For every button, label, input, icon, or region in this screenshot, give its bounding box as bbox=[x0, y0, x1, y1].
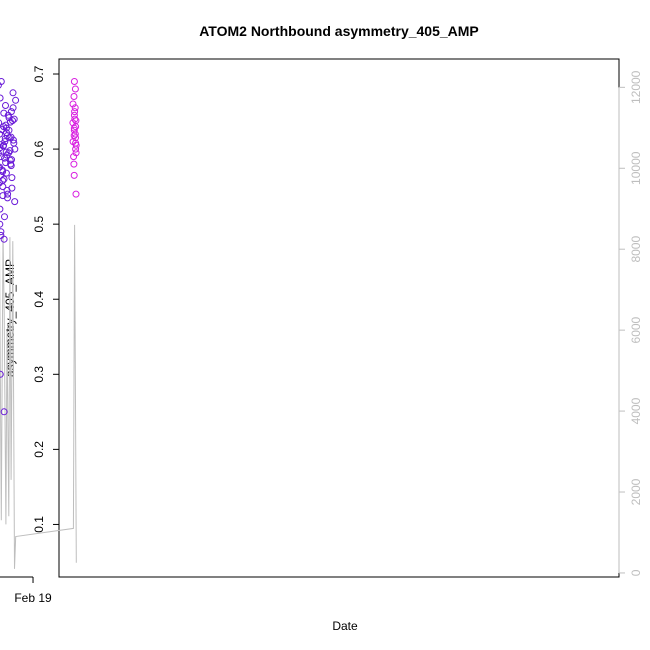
data-point bbox=[1, 135, 9, 143]
data-point bbox=[72, 139, 80, 147]
points-layer bbox=[0, 78, 80, 416]
y-tick-label: 0.6 bbox=[32, 140, 46, 157]
y2-tick-label: 10000 bbox=[629, 151, 643, 185]
data-point bbox=[10, 139, 18, 147]
data-point bbox=[72, 190, 80, 198]
data-point bbox=[70, 132, 78, 140]
y2-tick-label: 0 bbox=[629, 569, 643, 576]
y2-tick-label: 2000 bbox=[629, 478, 643, 505]
plot-frame bbox=[58, 58, 620, 578]
data-point bbox=[71, 85, 79, 93]
y2-tick-label: 4000 bbox=[629, 397, 643, 424]
data-point bbox=[71, 115, 79, 123]
data-point bbox=[0, 408, 8, 416]
data-point bbox=[5, 114, 13, 122]
secondary-series-layer bbox=[0, 224, 77, 569]
y-tick-label: 0.4 bbox=[32, 291, 46, 308]
data-point bbox=[2, 148, 10, 156]
data-point bbox=[3, 151, 11, 159]
data-point bbox=[0, 130, 3, 138]
y2-tick-label: 12000 bbox=[629, 70, 643, 104]
data-point bbox=[70, 160, 78, 168]
data-point bbox=[12, 96, 20, 104]
data-point bbox=[2, 159, 10, 167]
data-point bbox=[0, 164, 3, 172]
data-point bbox=[6, 118, 14, 126]
data-point bbox=[0, 142, 7, 150]
data-point bbox=[71, 108, 79, 116]
axes-layer: Feb 11Feb 13Feb 15Feb 17Feb 190.10.20.30… bbox=[0, 65, 643, 605]
data-point bbox=[1, 213, 8, 221]
y-tick-label: 0.2 bbox=[32, 441, 46, 458]
data-point bbox=[0, 220, 4, 228]
data-point bbox=[70, 124, 78, 132]
data-point bbox=[0, 192, 7, 200]
data-point bbox=[0, 94, 4, 102]
data-point bbox=[0, 205, 4, 213]
data-point bbox=[8, 174, 16, 182]
x-tick-label: Feb 19 bbox=[14, 591, 52, 605]
y-tick-label: 0.7 bbox=[32, 65, 46, 82]
data-point bbox=[11, 198, 19, 206]
data-point bbox=[69, 100, 77, 108]
data-point bbox=[0, 177, 7, 185]
y-tick-label: 0.1 bbox=[32, 516, 46, 533]
data-point bbox=[72, 117, 80, 125]
data-point bbox=[70, 153, 78, 161]
y-tick-label: 0.3 bbox=[32, 366, 46, 383]
data-point bbox=[0, 82, 2, 89]
data-point bbox=[0, 126, 6, 134]
data-point bbox=[71, 104, 79, 112]
chart-title: ATOM2 Northbound asymmetry_405_AMP bbox=[199, 23, 479, 39]
secondary-series-line bbox=[0, 224, 77, 569]
data-point bbox=[8, 184, 16, 192]
data-point bbox=[70, 93, 78, 100]
data-point bbox=[0, 109, 8, 117]
data-point bbox=[70, 171, 78, 179]
data-point bbox=[0, 370, 4, 378]
data-point bbox=[70, 126, 78, 134]
data-point bbox=[2, 169, 10, 177]
data-point bbox=[0, 150, 2, 157]
data-point bbox=[70, 78, 78, 85]
data-point bbox=[0, 228, 5, 236]
data-point bbox=[0, 119, 3, 127]
data-point bbox=[2, 124, 10, 132]
data-point bbox=[8, 156, 15, 164]
y2-tick-label: 8000 bbox=[629, 236, 643, 263]
y2-tick-label: 6000 bbox=[629, 316, 643, 343]
data-point bbox=[2, 102, 9, 109]
data-point bbox=[4, 190, 12, 198]
data-point bbox=[0, 179, 3, 187]
data-point bbox=[0, 235, 8, 243]
data-point bbox=[9, 89, 17, 97]
data-point bbox=[0, 175, 8, 183]
data-point bbox=[9, 104, 17, 112]
y-tick-label: 0.5 bbox=[32, 215, 46, 232]
data-point bbox=[0, 163, 3, 171]
x-axis-label: Date bbox=[332, 619, 358, 633]
